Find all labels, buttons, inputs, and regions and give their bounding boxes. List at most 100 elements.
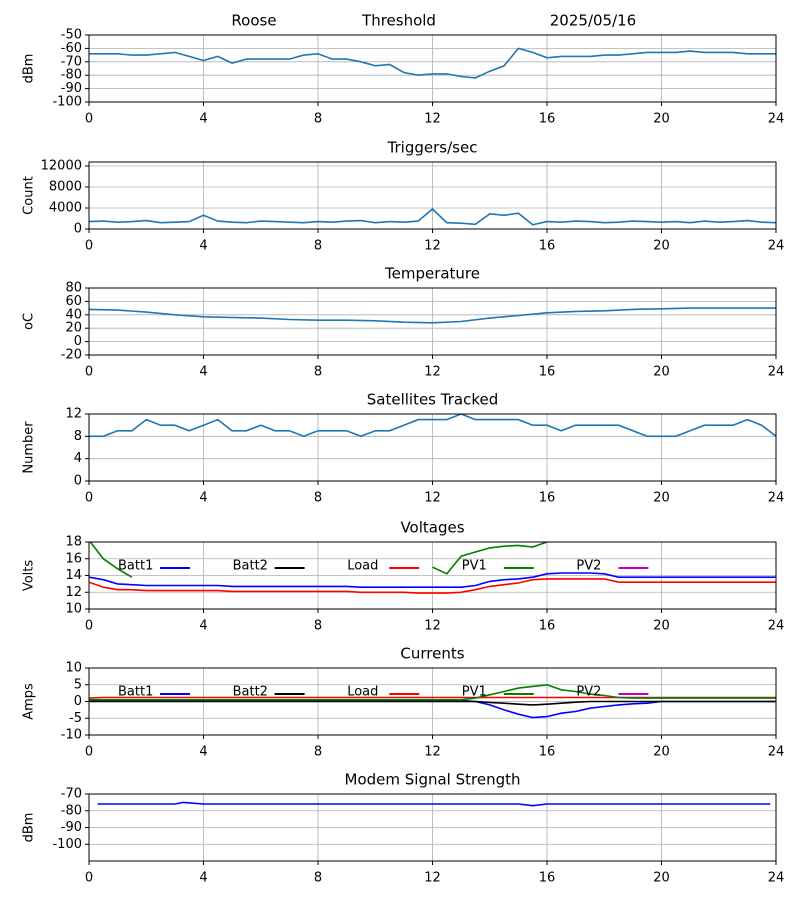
y-axis-label: dBm	[22, 54, 37, 84]
chart-title: Temperature	[384, 265, 480, 283]
x-tick-label: 16	[539, 239, 556, 254]
x-tick-label: 0	[85, 871, 93, 886]
data-line	[89, 542, 548, 578]
x-tick-label: 4	[199, 112, 207, 127]
legend-label: PV2	[576, 685, 601, 700]
x-tick-label: 24	[768, 365, 785, 380]
x-tick-label: 20	[653, 239, 670, 254]
x-tick-label: 16	[539, 745, 556, 760]
x-tick-label: 20	[653, 871, 670, 886]
x-tick-label: 4	[199, 365, 207, 380]
x-tick-label: 8	[314, 491, 322, 506]
y-tick-label: 16	[65, 551, 82, 566]
axes-frame	[88, 287, 777, 356]
x-tick-label: 0	[85, 239, 93, 254]
y-tick-label: -70	[61, 787, 82, 802]
chart-title: Modem Signal Strength	[345, 771, 521, 789]
y-tick-label: 4000	[49, 200, 82, 215]
x-tick-label: 4	[199, 745, 207, 760]
legend-label: Batt2	[233, 559, 268, 574]
y-tick-label: 10	[65, 661, 82, 676]
axes-frame	[88, 793, 777, 862]
x-tick-label: 8	[314, 871, 322, 886]
legend-label: Load	[347, 685, 378, 700]
x-tick-label: 20	[653, 491, 670, 506]
x-tick-label: 16	[539, 491, 556, 506]
legend-label: PV1	[462, 685, 487, 700]
x-tick-label: 24	[768, 112, 785, 127]
legend-label: Batt2	[233, 685, 268, 700]
axes-frame	[88, 34, 777, 103]
y-tick-label: 14	[65, 568, 82, 583]
x-tick-label: 12	[424, 871, 441, 886]
x-tick-label: 4	[199, 619, 207, 634]
x-tick-label: 24	[768, 871, 785, 886]
axes-frame	[88, 413, 777, 482]
y-tick-label: 0	[74, 222, 82, 237]
y-tick-label: -10	[61, 728, 82, 743]
data-line	[89, 572, 776, 588]
y-axis-label: Volts	[22, 560, 37, 592]
x-tick-label: 8	[314, 112, 322, 127]
subplot: Satellites Tracked Number 0 4 8 12 16 20 24 0 4 8 12	[22, 391, 785, 506]
x-tick-label: 20	[653, 619, 670, 634]
y-tick-label: -80	[61, 68, 82, 83]
x-tick-label: 0	[85, 491, 93, 506]
x-tick-label: 0	[85, 112, 93, 127]
chart-title: Satellites Tracked	[367, 391, 498, 409]
x-tick-label: 20	[653, 365, 670, 380]
x-tick-label: 8	[314, 745, 322, 760]
legend-label: PV2	[576, 559, 601, 574]
data-line	[89, 207, 776, 226]
x-tick-label: 16	[539, 619, 556, 634]
subplot: Roose Threshold 2025/05/16 dBm 0 4 8 12 16 20 24 -5…	[22, 12, 785, 127]
y-tick-label: 4	[74, 451, 82, 466]
y-tick-label: 80	[65, 281, 82, 296]
x-tick-label: 24	[768, 491, 785, 506]
y-tick-label: -90	[61, 820, 82, 835]
y-tick-label: 12	[65, 407, 82, 422]
y-axis-label: dBm	[22, 813, 37, 843]
y-axis-label: Count	[22, 176, 37, 215]
x-tick-label: 24	[768, 745, 785, 760]
y-axis-label: oC	[22, 313, 37, 330]
x-tick-label: 8	[314, 365, 322, 380]
y-tick-label: -100	[52, 837, 82, 852]
x-tick-label: 4	[199, 239, 207, 254]
chart-title-right: 2025/05/16	[550, 12, 636, 30]
x-tick-label: 12	[424, 365, 441, 380]
y-axis-label: Number	[22, 421, 37, 474]
x-tick-label: 4	[199, 491, 207, 506]
data-line	[89, 683, 776, 701]
legend-label: Batt1	[118, 685, 153, 700]
y-tick-label: 10	[65, 602, 82, 617]
x-tick-label: 12	[424, 619, 441, 634]
y-tick-label: -90	[61, 81, 82, 96]
axes-frame	[88, 541, 777, 610]
y-tick-label: -100	[52, 95, 82, 110]
y-tick-label: -70	[61, 54, 82, 69]
data-line	[89, 578, 776, 594]
data-line	[89, 414, 776, 438]
x-tick-label: 12	[424, 239, 441, 254]
y-tick-label: 0	[74, 694, 82, 709]
x-tick-label: 12	[424, 491, 441, 506]
subplot: Modem Signal Strength dBm 0 4 8 12 16 20 24 -70-8…	[22, 771, 785, 886]
subplot: Triggers/sec Count 0 4 8 12 16 20 24 0 4000 8000 120…	[22, 139, 785, 254]
x-tick-label: 0	[85, 619, 93, 634]
x-tick-label: 16	[539, 112, 556, 127]
x-tick-label: 8	[314, 239, 322, 254]
y-tick-label: 0	[74, 474, 82, 489]
y-tick-label: 20	[65, 321, 82, 336]
chart-title: Threshold	[361, 12, 436, 30]
y-tick-label: 8000	[49, 179, 82, 194]
x-tick-label: 8	[314, 619, 322, 634]
x-tick-label: 16	[539, 365, 556, 380]
y-tick-label: 12000	[41, 158, 82, 173]
legend-label: PV1	[462, 559, 487, 574]
y-tick-label: -20	[61, 348, 82, 363]
y-tick-label: 5	[74, 677, 82, 692]
